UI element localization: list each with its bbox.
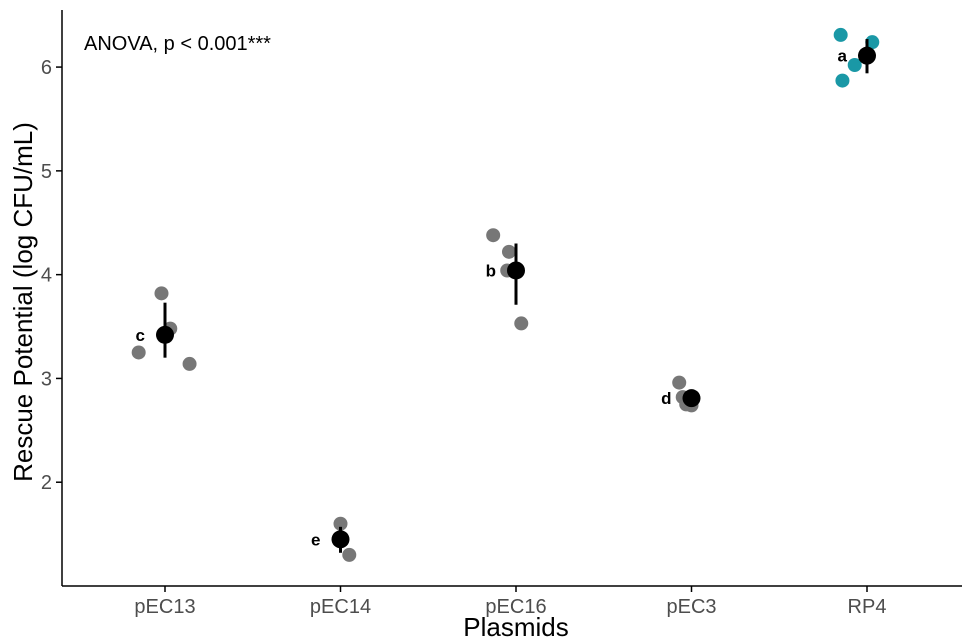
mean-point — [331, 530, 350, 549]
significance-letter: a — [838, 47, 848, 66]
group-pEC13: c — [131, 286, 197, 371]
data-point — [342, 547, 357, 562]
significance-letter: d — [661, 389, 671, 408]
mean-point — [156, 325, 174, 344]
y-axis-title: Rescue Potential (log CFU/mL) — [8, 122, 38, 482]
y-tick-label: 3 — [41, 368, 52, 390]
data-point — [514, 316, 529, 331]
group-pEC16: b — [486, 228, 529, 331]
x-axis-ticks: pEC13 pEC14 pEC16 pEC3 RP4 — [134, 586, 886, 618]
x-axis-title: Plasmids — [463, 612, 568, 641]
x-tick-label: pEC14 — [310, 596, 371, 618]
y-tick-label: 5 — [41, 161, 52, 183]
data-point — [847, 58, 862, 73]
group-RP4: a — [833, 27, 880, 88]
mean-point — [507, 261, 525, 280]
x-tick-label: RP4 — [848, 596, 887, 618]
y-tick-label: 4 — [41, 265, 52, 287]
data-point — [333, 516, 348, 531]
significance-letter: e — [311, 530, 320, 549]
y-axis-ticks: 2 3 4 5 6 — [41, 57, 62, 494]
mean-point — [858, 46, 876, 65]
mean-point — [682, 389, 701, 408]
data-point — [154, 286, 169, 301]
x-tick-label: pEC3 — [666, 596, 716, 618]
data-point — [501, 244, 516, 259]
data-point — [182, 356, 197, 371]
x-tick-label: pEC13 — [134, 596, 195, 618]
data-point — [672, 375, 687, 390]
y-tick-label: 2 — [41, 472, 52, 494]
significance-letter: b — [486, 261, 496, 280]
data-point — [865, 35, 880, 50]
plot-area: c e b d a — [131, 27, 880, 562]
anova-annotation: ANOVA, p < 0.001*** — [84, 33, 271, 55]
y-tick-label: 6 — [41, 57, 52, 79]
significance-letter: c — [136, 326, 145, 345]
x-tick-label: pEC16 — [485, 596, 546, 618]
group-pEC14: e — [311, 516, 357, 562]
data-point — [835, 73, 850, 88]
data-point — [131, 345, 146, 360]
data-point — [833, 27, 848, 42]
group-pEC3: d — [661, 375, 701, 413]
data-point — [486, 228, 501, 243]
